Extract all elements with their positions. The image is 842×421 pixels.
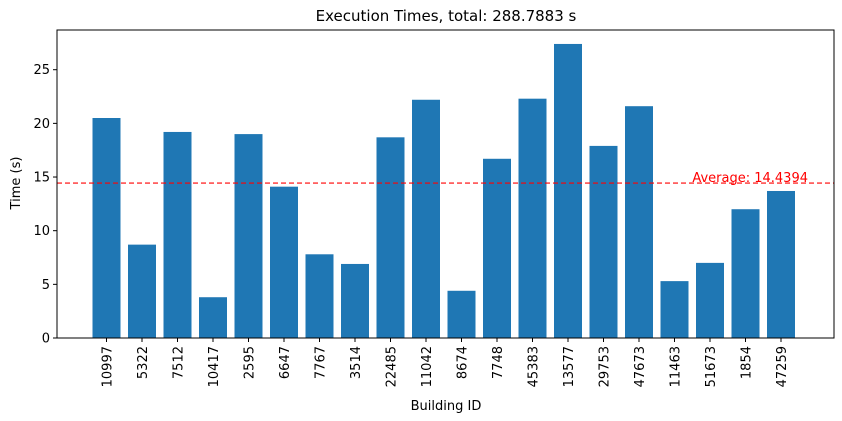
y-tick-label: 20 <box>33 117 50 132</box>
x-tick-label: 5322 <box>136 346 151 379</box>
x-tick-label: 11463 <box>669 346 684 387</box>
bar-22485 <box>376 137 405 338</box>
x-tick-label: 8674 <box>456 346 471 379</box>
x-axis-title: Building ID <box>411 399 482 414</box>
bar-10417 <box>199 297 227 338</box>
x-tick-label: 13577 <box>562 346 577 387</box>
x-tick-label: 45383 <box>527 346 542 387</box>
bar-45383 <box>518 98 547 339</box>
bars-group <box>92 43 795 339</box>
x-tick-label: 6647 <box>278 346 293 379</box>
plot-frame <box>56 29 835 339</box>
y-tick-label: 5 <box>42 278 50 293</box>
bar-29753 <box>589 145 618 338</box>
y-tick-label: 25 <box>33 63 50 78</box>
bar-10997 <box>92 118 121 338</box>
x-tick-label: 47259 <box>775 346 790 387</box>
y-axis-ticks: 0 5 10 15 20 25 <box>33 63 57 347</box>
x-tick-label: 1854 <box>740 346 755 379</box>
bar-8674 <box>447 290 476 338</box>
x-tick-label: 7748 <box>491 346 506 379</box>
x-tick-label: 10417 <box>207 346 222 387</box>
bar-11463 <box>660 281 689 338</box>
bar-47673 <box>625 106 653 338</box>
bar-5322 <box>128 244 156 338</box>
bar-7767 <box>305 254 334 338</box>
x-tick-label: 47673 <box>633 346 648 387</box>
x-tick-label: 51673 <box>704 346 719 387</box>
average-group: Average: 14.4394 <box>57 171 834 186</box>
x-tick-label: 10997 <box>101 346 116 387</box>
chart-title: Execution Times, total: 288.7883 s <box>316 7 577 25</box>
bar-1854 <box>731 209 760 338</box>
average-label: Average: 14.4394 <box>692 171 808 186</box>
bar-47259 <box>767 190 795 338</box>
bar-51673 <box>696 262 724 338</box>
bar-7748 <box>483 158 511 338</box>
x-tick-label: 22485 <box>385 346 400 387</box>
bar-7512 <box>163 131 192 338</box>
x-tick-label: 2595 <box>243 346 258 379</box>
bar-13577 <box>554 43 582 338</box>
y-tick-label: 10 <box>33 224 50 239</box>
x-axis-ticks: 10997 5322 7512 10417 2595 6647 7767 3514 22485 1… <box>101 338 790 387</box>
y-tick-label: 15 <box>33 171 50 186</box>
y-tick-label: 0 <box>42 332 50 347</box>
bar-2595 <box>234 134 263 338</box>
bar-3514 <box>341 263 369 338</box>
x-tick-label: 11042 <box>420 346 435 387</box>
bar-11042 <box>412 99 440 338</box>
x-tick-label: 29753 <box>598 346 613 387</box>
x-tick-label: 7512 <box>172 346 187 379</box>
bar-6647 <box>270 186 298 338</box>
x-tick-label: 7767 <box>314 346 329 379</box>
y-axis-title: Time (s) <box>9 157 24 211</box>
x-tick-label: 3514 <box>349 346 364 379</box>
